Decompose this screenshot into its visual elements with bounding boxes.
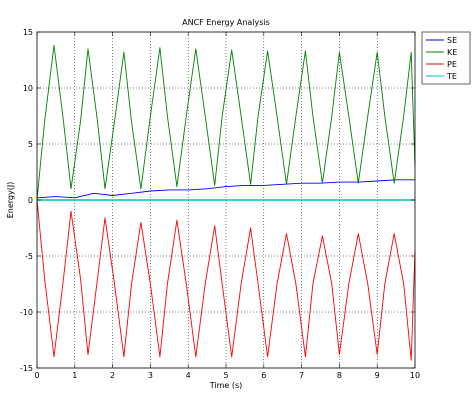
x-tick-label: 6 — [261, 371, 266, 380]
y-axis-label: Energy(J) — [6, 182, 15, 219]
legend-label: KE — [447, 48, 457, 57]
legend-label: SE — [447, 36, 457, 45]
series-line-se — [36, 179, 415, 199]
x-tick-label: 0 — [34, 371, 39, 380]
x-tick-label: 9 — [375, 371, 380, 380]
x-tick-label: 2 — [110, 371, 115, 380]
x-tick-label: 5 — [223, 371, 228, 380]
y-tick-label: 0 — [28, 196, 33, 205]
x-axis-label: Time (s) — [209, 381, 243, 390]
legend-box — [421, 31, 471, 85]
series-line-ke — [36, 44, 416, 201]
y-tick-label: 5 — [28, 140, 33, 149]
y-tick-label: -5 — [25, 252, 33, 261]
x-tick-label: 3 — [148, 371, 153, 380]
y-tick-label: 15 — [23, 28, 33, 37]
legend-label: TE — [446, 72, 457, 81]
legend-label: PE — [447, 60, 457, 69]
x-tick-label: 8 — [337, 371, 342, 380]
axis-ticks: 0 1 2 3 4 5 6 7 8 9 10 -15 -10 -5 0 5 10 15 — [20, 28, 420, 380]
y-tick-label: -10 — [20, 308, 33, 317]
y-tick-label: 10 — [23, 84, 33, 93]
x-tick-label: 1 — [72, 371, 77, 380]
series-line-pe — [36, 199, 416, 361]
y-tick-label: -15 — [20, 364, 33, 373]
x-tick-label: 10 — [410, 371, 420, 380]
x-tick-label: 4 — [186, 371, 191, 380]
series-lines — [36, 44, 416, 361]
legend: SE KE PE TE — [421, 31, 471, 85]
chart-title: ANCF Energy Analysis — [182, 18, 270, 27]
x-tick-label: 7 — [299, 371, 304, 380]
